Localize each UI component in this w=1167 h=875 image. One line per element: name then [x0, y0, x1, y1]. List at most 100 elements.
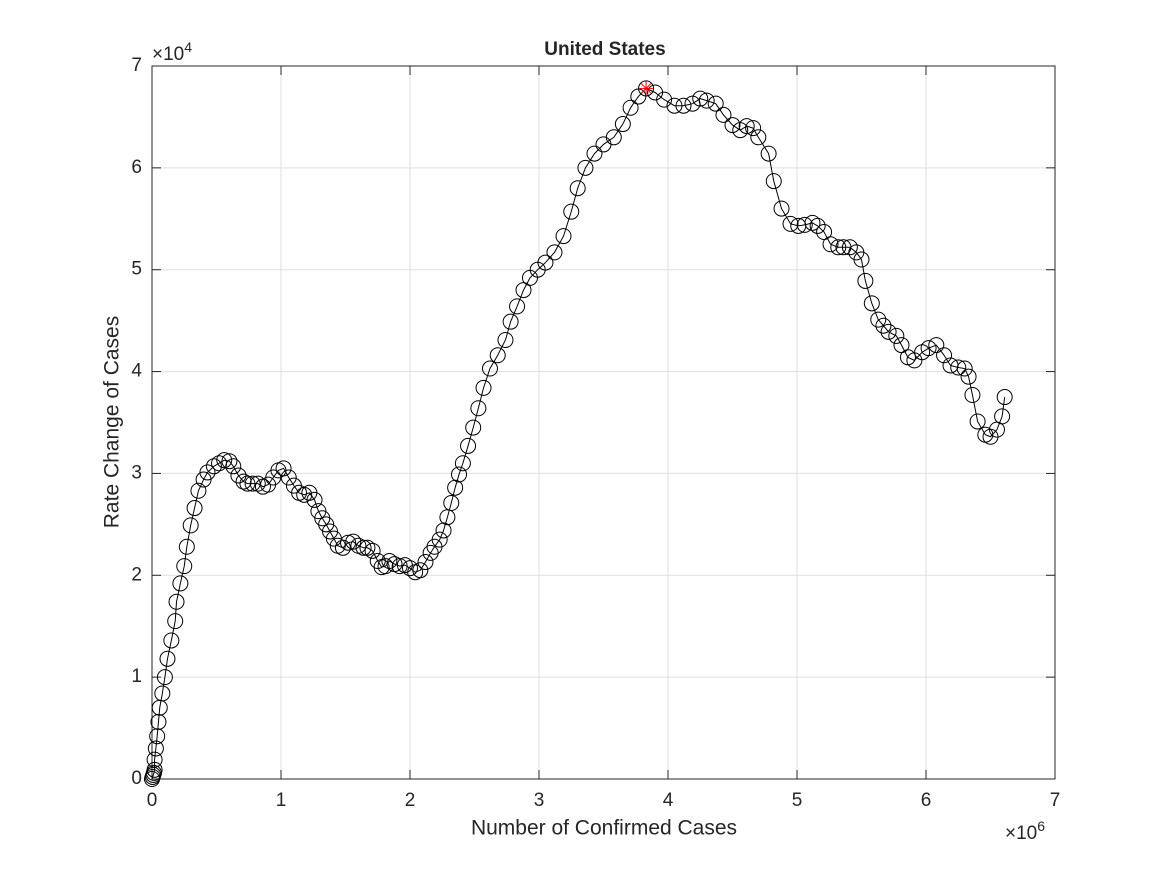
- x-tick-label: 2: [405, 790, 416, 811]
- data-point: [154, 685, 171, 702]
- data-point: [489, 347, 506, 364]
- data-point: [377, 558, 394, 575]
- data-point: [310, 503, 327, 520]
- data-point: [745, 120, 762, 137]
- data-point: [782, 215, 799, 232]
- data-point: [216, 452, 233, 469]
- data-point: [614, 116, 631, 133]
- data-point: [605, 129, 622, 146]
- data-point: [555, 228, 572, 245]
- data-point: [586, 145, 603, 162]
- data-point: [221, 453, 238, 470]
- data-point: [182, 517, 199, 534]
- data-point: [622, 99, 639, 116]
- data-point: [176, 558, 193, 575]
- data-point: [950, 359, 967, 376]
- data-point: [656, 91, 673, 108]
- data-point: [186, 500, 203, 517]
- data-point: [760, 145, 777, 162]
- data-point: [150, 713, 167, 730]
- data-point: [244, 475, 261, 492]
- data-point: [481, 360, 498, 377]
- data-point: [275, 460, 292, 477]
- y-tick-label: 6: [131, 157, 142, 178]
- data-point: [147, 740, 164, 757]
- data-point: [172, 575, 189, 592]
- data-point: [345, 533, 362, 550]
- data-point: [537, 254, 554, 271]
- data-point: [841, 239, 858, 256]
- data-point: [334, 539, 351, 556]
- data-point: [936, 347, 953, 364]
- y-tick-label: 3: [131, 462, 142, 483]
- data-point: [318, 516, 335, 533]
- data-point: [956, 360, 973, 377]
- data-point: [692, 90, 709, 107]
- x-tick-label: 5: [792, 790, 803, 811]
- data-point: [249, 475, 266, 492]
- data-point: [863, 295, 880, 312]
- data-point: [391, 558, 408, 575]
- x-tick-label: 4: [663, 790, 674, 811]
- data-point: [928, 337, 945, 354]
- data-point: [230, 467, 247, 484]
- data-point: [497, 331, 514, 348]
- data-point: [870, 311, 887, 328]
- data-point: [707, 95, 724, 112]
- y-multiplier-exponent: 4: [184, 39, 192, 55]
- data-point: [225, 458, 242, 475]
- y-multiplier: ×104: [152, 39, 192, 65]
- x-multiplier-exponent: 6: [1037, 818, 1045, 834]
- data-point: [822, 236, 839, 253]
- data-point: [417, 554, 434, 571]
- data-point: [996, 389, 1013, 406]
- x-tick-label: 7: [1050, 790, 1061, 811]
- data-point: [280, 469, 297, 486]
- data-point: [435, 522, 452, 539]
- data-point: [306, 491, 323, 508]
- peak-marker-stroke: [640, 83, 652, 94]
- data-point: [960, 368, 977, 385]
- data-point: [470, 400, 487, 417]
- data-point: [809, 217, 826, 234]
- plot-area: [152, 66, 1055, 779]
- data-point: [146, 761, 163, 778]
- y-tick-label: 0: [131, 768, 142, 789]
- data-point: [830, 239, 847, 256]
- y-tick-label: 1: [131, 666, 142, 687]
- data-point: [964, 386, 981, 403]
- data-point: [178, 538, 195, 555]
- data-point: [451, 466, 468, 483]
- chart-title: United States: [544, 39, 665, 60]
- data-point: [675, 97, 692, 114]
- data-point: [340, 534, 357, 551]
- data-point: [381, 553, 398, 570]
- data-point: [199, 464, 216, 481]
- data-point: [355, 539, 372, 556]
- data-point: [773, 200, 790, 217]
- data-point: [666, 97, 683, 114]
- data-point: [738, 118, 755, 135]
- x-multiplier: ×106: [1005, 818, 1045, 844]
- data-point: [163, 632, 180, 649]
- data-point: [412, 562, 429, 579]
- data-point: [239, 475, 256, 492]
- y-tick-label: 7: [131, 55, 142, 76]
- y-tick-label: 5: [131, 259, 142, 280]
- data-point: [638, 80, 655, 97]
- data-point: [569, 180, 586, 197]
- axes-box: [151, 65, 1056, 780]
- data-point: [156, 669, 173, 686]
- data-point: [994, 408, 1011, 425]
- y-tick-label: 2: [131, 564, 142, 585]
- data-point: [454, 455, 471, 472]
- data-point: [698, 92, 715, 109]
- x-tick-label: 6: [921, 790, 932, 811]
- data-point: [168, 593, 185, 610]
- data-point: [167, 613, 184, 630]
- data-point: [235, 473, 252, 490]
- x-tick-label: 0: [147, 790, 158, 811]
- data-point: [724, 117, 741, 134]
- data-point: [765, 173, 782, 190]
- data-point: [443, 494, 460, 511]
